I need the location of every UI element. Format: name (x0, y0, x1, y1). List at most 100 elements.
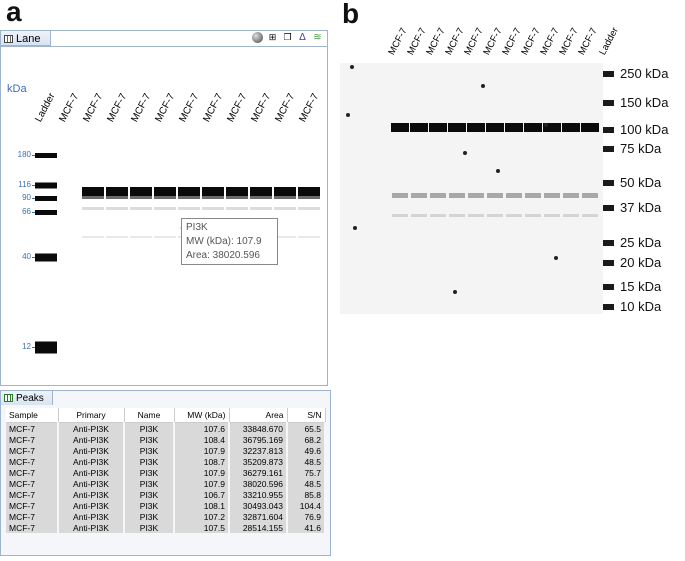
peaks-tab-label: Peaks (16, 392, 44, 404)
ladder-tick-mark (32, 155, 37, 156)
table-row[interactable]: MCF-7 Anti-PI3K PI3K 108.4 36795.169 68.2 (6, 434, 326, 445)
blot-band-main (448, 123, 466, 132)
col-name[interactable]: Name (124, 408, 175, 423)
col-mw[interactable]: MW (kDa) (174, 408, 230, 423)
blot-band-secondary (582, 193, 598, 198)
blot-ladder-band (603, 100, 614, 106)
table-row[interactable]: MCF-7 Anti-PI3K PI3K 107.2 32871.604 76.9 (6, 511, 326, 522)
col-sn[interactable]: S/N (287, 408, 326, 423)
table-cell: 33210.955 (229, 489, 288, 500)
table-row[interactable]: MCF-7 Anti-PI3K PI3K 107.9 32237.813 49.6 (6, 445, 326, 456)
ladder-tick-label: 40 (22, 252, 31, 261)
sample-band-main (130, 187, 152, 196)
table-cell: 48.5 (287, 456, 326, 467)
blot-band-secondary (411, 193, 427, 198)
table-cell: 107.6 (174, 422, 230, 434)
blot-ladder-band (603, 284, 614, 290)
sample-band-shadow (274, 196, 296, 199)
blot-band-main (391, 123, 409, 132)
lane-grid-icon (4, 34, 13, 43)
blot-mw-label: 20 kDa (620, 255, 662, 270)
lane-tab-label: Lane (16, 32, 41, 45)
blot-speck (496, 169, 500, 173)
blot-band-secondary (468, 193, 484, 198)
ladder-band (35, 196, 57, 201)
peaks-tab[interactable]: Peaks (1, 391, 53, 405)
blot-band-main (505, 123, 523, 132)
peaks-header-row: Sample Primary Name MW (kDa) Area S/N (6, 408, 326, 423)
ladder-tick-mark (32, 257, 37, 258)
fit-icon[interactable]: ⊞ (268, 32, 277, 42)
blot-band-main (543, 123, 561, 132)
peak-icon[interactable]: Δ (299, 32, 306, 43)
table-row[interactable]: MCF-7 Anti-PI3K PI3K 107.5 28514.155 41.6 (6, 522, 326, 533)
table-cell: 38020.596 (229, 478, 288, 489)
table-cell: 107.9 (174, 445, 230, 456)
table-cell: 33848.670 (229, 422, 288, 434)
table-row[interactable]: MCF-7 Anti-PI3K PI3K 108.7 35209.873 48.5 (6, 456, 326, 467)
table-cell: MCF-7 (6, 445, 59, 456)
sample-band-main (82, 187, 104, 196)
blot-band-faint (468, 214, 484, 217)
table-cell: 35209.873 (229, 456, 288, 467)
col-primary[interactable]: Primary (58, 408, 125, 423)
sample-band-faint (130, 236, 152, 238)
sample-band-faint (154, 207, 176, 210)
sample-band-main (250, 187, 272, 196)
table-cell: MCF-7 (6, 456, 59, 467)
sphere-icon[interactable] (252, 32, 263, 43)
sample-band-faint (226, 207, 248, 210)
table-cell: 108.4 (174, 434, 230, 445)
table-cell: 106.7 (174, 489, 230, 500)
ladder-tick-label: 12 (22, 342, 31, 351)
table-row[interactable]: MCF-7 Anti-PI3K PI3K 106.7 33210.955 85.8 (6, 489, 326, 500)
table-cell: Anti-PI3K (58, 478, 125, 489)
sample-band-faint (274, 207, 296, 210)
sample-band-faint (202, 207, 224, 210)
lane-toolbar: ⊞ ❐ Δ ≋ (252, 32, 323, 43)
table-cell: PI3K (124, 489, 175, 500)
blot-band-main (581, 123, 599, 132)
blot-mw-label: 37 kDa (620, 200, 662, 215)
blot-band-faint (411, 214, 427, 217)
table-row[interactable]: MCF-7 Anti-PI3K PI3K 107.9 38020.596 48.5 (6, 478, 326, 489)
table-cell: 48.5 (287, 478, 326, 489)
sample-band-shadow (130, 196, 152, 199)
blot-speck (544, 123, 548, 127)
sample-band-faint (82, 207, 104, 210)
table-cell: 107.9 (174, 467, 230, 478)
unit-label: kDa (7, 83, 27, 95)
table-cell: 68.2 (287, 434, 326, 445)
blot-band-faint (487, 214, 503, 217)
table-cell: 107.2 (174, 511, 230, 522)
sample-band-shadow (250, 196, 272, 199)
ladder-tick-label: 180 (17, 150, 31, 159)
table-cell: 85.8 (287, 489, 326, 500)
col-area[interactable]: Area (229, 408, 288, 423)
blot-ladder-band (603, 304, 614, 310)
table-row[interactable]: MCF-7 Anti-PI3K PI3K 107.9 36279.161 75.7 (6, 467, 326, 478)
peaks-window: Peaks Sample Primary Name MW (kDa) Area … (0, 390, 331, 556)
table-cell: Anti-PI3K (58, 522, 125, 533)
tooltip-name: PI3K (186, 222, 208, 233)
copy-icon[interactable]: ❐ (283, 32, 292, 42)
table-cell: PI3K (124, 500, 175, 511)
overlay-icon[interactable]: ≋ (313, 32, 322, 43)
lane-tab[interactable]: Lane (1, 31, 52, 46)
blot-ladder-band (603, 180, 614, 186)
table-cell: PI3K (124, 478, 175, 489)
ladder-tick-mark (32, 185, 37, 186)
table-cell: 75.7 (287, 467, 326, 478)
col-sample[interactable]: Sample (6, 408, 59, 423)
blot-band-main (429, 123, 447, 132)
table-cell: 65.5 (287, 422, 326, 434)
blot-band-faint (563, 214, 579, 217)
sample-band-faint (250, 207, 272, 210)
table-row[interactable]: MCF-7 Anti-PI3K PI3K 107.6 33848.670 65.5 (6, 422, 326, 434)
blot-speck (481, 84, 485, 88)
table-row[interactable]: MCF-7 Anti-PI3K PI3K 108.1 30493.043 104.4 (6, 500, 326, 511)
table-cell: Anti-PI3K (58, 489, 125, 500)
table-cell: Anti-PI3K (58, 434, 125, 445)
table-cell: MCF-7 (6, 500, 59, 511)
ladder-tick-label: 90 (22, 193, 31, 202)
